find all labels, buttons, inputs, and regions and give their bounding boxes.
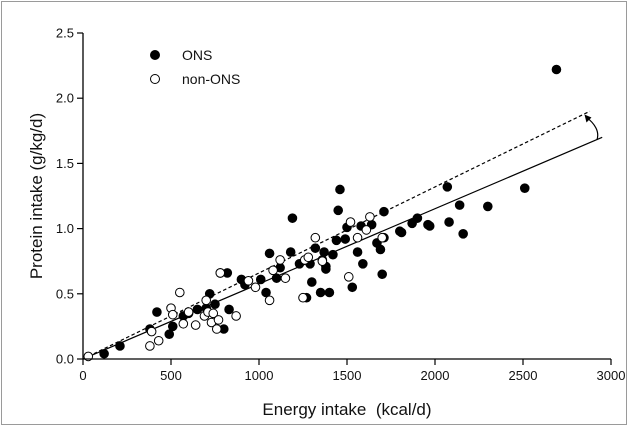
non-ons-point [243,275,254,286]
ons-point [310,243,321,253]
ons-point [167,321,178,332]
y-tick-label: 1.5 [56,156,74,171]
y-tick-label: 0.5 [56,286,74,301]
y-tick-label: 2.5 [56,26,74,41]
arrow-head [584,114,592,123]
ons-point [255,274,266,285]
non-ons-point [268,265,278,276]
ons-point [335,184,345,195]
non-ons-point [175,287,185,298]
scatter-chart: 0 500 1000 1500 2000 2500 3000 0.0 0.5 1.0 1.5 2.0… [27,26,625,420]
ons-point [396,227,407,238]
legend-marker-ons [150,50,160,60]
non-ons-point [275,255,285,265]
axes: 0 500 1000 1500 2000 2500 3000 0.0 0.5 1.0 1.5 2.0… [27,26,625,420]
non-ons-point [167,309,178,320]
ons-point [458,229,468,239]
non-ons-point [146,326,157,337]
ons-point [319,247,329,257]
ons-point [483,201,493,212]
ons-point [454,200,465,210]
ons-point [444,217,454,227]
ons-point [307,277,317,287]
non-ons-point [145,341,155,351]
ons-point [99,348,109,359]
non-ons-point [208,308,219,319]
non-ons-point [183,307,194,317]
x-tick-label: 1000 [245,368,274,383]
ons-point [287,213,298,223]
ons-point [412,213,423,223]
y-tick-label: 1.0 [56,221,74,236]
ons-point [519,183,530,193]
y-tick-label: 2.0 [56,91,74,106]
y-axis-title: Protein intake (g/kg/d) [27,113,46,279]
non-ons-point [280,273,291,283]
non-ons-point [298,292,308,303]
legend-label-non-ons: non-ONS [182,71,240,87]
non-ons-point [303,252,314,263]
ons-fit-line [82,136,603,360]
non-ons-point [352,232,363,243]
ons-point [224,304,234,315]
non-ons-point [231,311,241,321]
non-ons-point [250,282,261,293]
ons-point [210,299,220,310]
x-ticks: 0 500 1000 1500 2000 2500 3000 [79,359,625,383]
non-ons-point [264,295,275,306]
ons-point [375,244,386,255]
x-tick-label: 3000 [597,368,626,383]
legend: ONS non-ONS [150,47,240,87]
x-tick-label: 0 [79,368,86,383]
ons-point [352,247,363,257]
x-tick-label: 2500 [509,368,538,383]
non-ons-point [317,256,328,267]
non-ons-point [345,217,356,227]
y-ticks: 0.0 0.5 1.0 1.5 2.0 2.5 [56,26,83,367]
ons-point [264,248,275,259]
ons-point [424,221,435,231]
x-tick-label: 1500 [333,368,362,383]
ons-point [192,304,203,315]
ons-point [340,234,351,244]
non-ons-point [310,232,321,243]
non-ons-point [201,295,211,306]
ons-point [358,259,368,269]
y-tick-label: 0.0 [56,352,74,367]
non-ons-point [211,324,222,334]
legend-marker-non-ons [150,74,160,84]
non-ons-point [190,320,201,330]
ons-point [285,247,296,257]
plot-area [82,64,603,362]
non-ons-point [377,232,388,243]
non-ons-point [365,212,375,222]
ons-point [152,307,162,317]
ons-point [115,341,125,351]
ons-point [315,287,326,298]
ons-point [347,282,358,293]
non-ons-point [178,318,189,329]
ons-point [271,273,282,283]
ons-point [551,64,562,75]
ons-point [324,287,335,298]
x-axis-title: Energy intake (kcal/d) [262,400,431,419]
ons-point [164,329,175,340]
non-ons-point [215,268,226,278]
ons-point [328,249,338,260]
ons-point [331,235,342,246]
ons-point [261,287,271,298]
x-tick-label: 2000 [421,368,450,383]
non-ons-fit-line [82,110,591,360]
x-tick-label: 500 [160,368,182,383]
non-ons-point [153,335,164,346]
ons-point [379,206,389,217]
non-ons-point [213,315,224,325]
ons-point [442,182,453,192]
ons-point [333,205,344,216]
non-ons-point [361,225,372,235]
legend-label-ons: ONS [182,47,212,63]
ons-point [377,269,388,280]
non-ons-point [343,272,354,282]
